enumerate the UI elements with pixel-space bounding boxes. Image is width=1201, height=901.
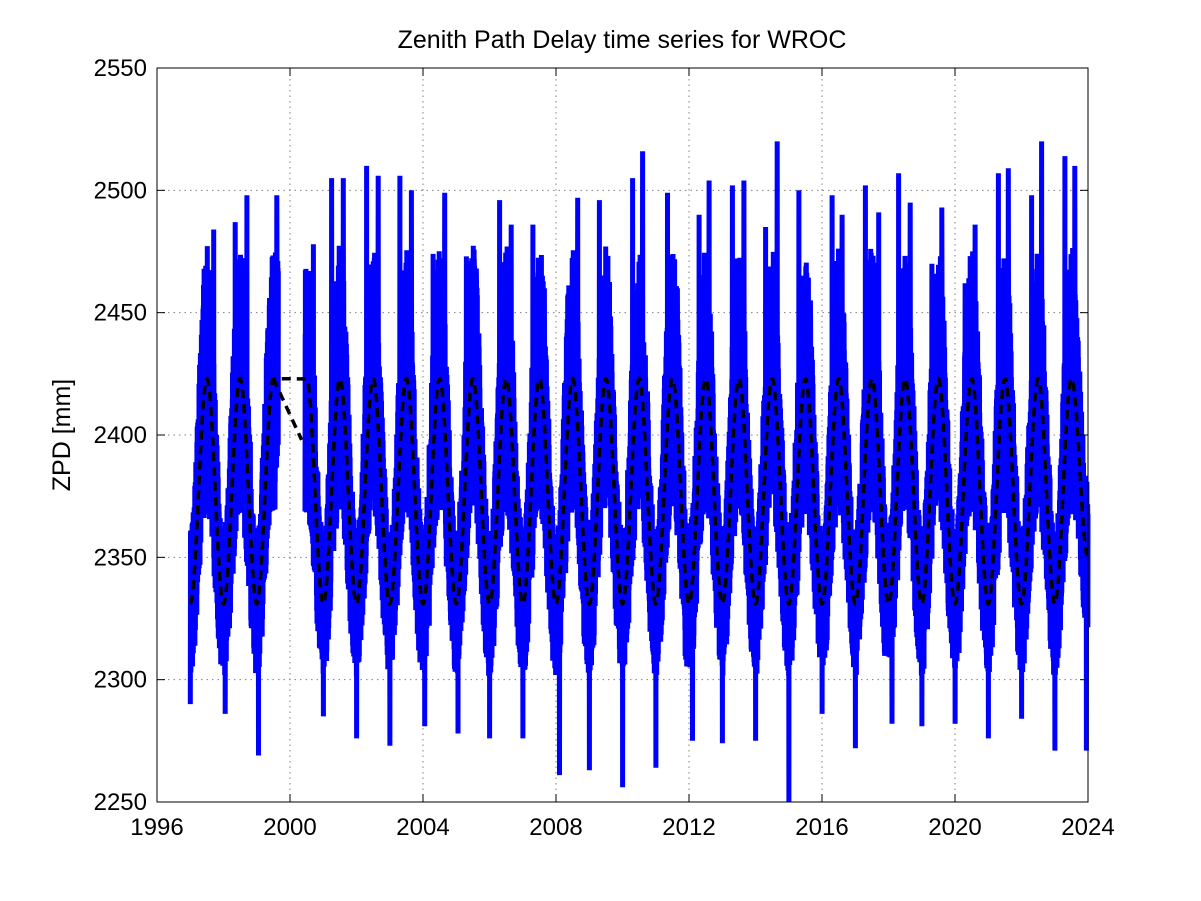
tick-marks: [156, 67, 1089, 803]
y-tick-label: 2350: [94, 544, 147, 571]
x-tick-label: 2008: [529, 814, 582, 841]
y-axis-label: ZPD [mm]: [48, 379, 76, 492]
plot-data-layer: [187, 141, 1091, 803]
model-gap-segment: [271, 377, 304, 441]
x-tick-label: 2000: [263, 814, 316, 841]
y-tick-labels: 2250 2300 2350 2400 2450 2500 2550: [94, 55, 147, 816]
y-tick-label: 2550: [94, 55, 147, 82]
x-tick-label: 2020: [928, 814, 981, 841]
x-tick-label: 2004: [396, 814, 449, 841]
y-tick-label: 2450: [94, 300, 147, 327]
y-tick-label: 2250: [94, 789, 147, 816]
x-tick-label: 2012: [662, 814, 715, 841]
y-tick-label: 2500: [94, 177, 147, 204]
model-zpd-series: [188, 376, 1090, 606]
x-tick-label: 2016: [795, 814, 848, 841]
chart-title: Zenith Path Delay time series for WROC: [398, 26, 847, 54]
y-tick-label: 2300: [94, 667, 147, 694]
y-tick-label: 2400: [94, 422, 147, 449]
x-tick-labels: 1996 2000 2004 2008 2012 2016 2020 2024: [130, 814, 1114, 841]
x-tick-label: 1996: [130, 814, 183, 841]
x-tick-label: 2024: [1061, 814, 1114, 841]
